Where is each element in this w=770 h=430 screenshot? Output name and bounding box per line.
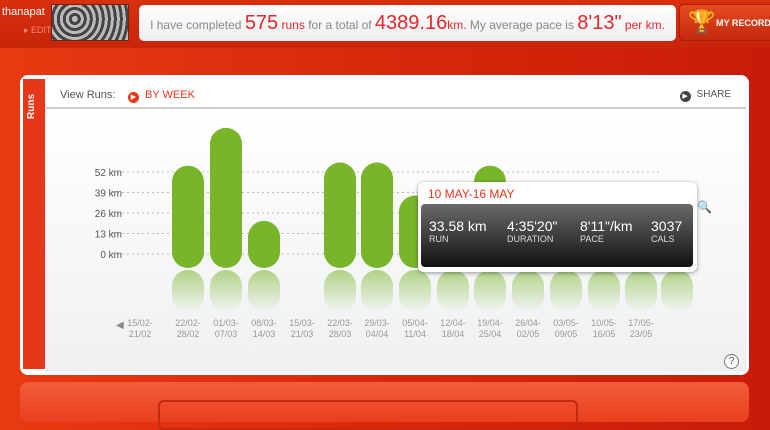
- x-tick-label: 01/03-07/03: [213, 318, 239, 339]
- x-tick-label: 29/03-04/04: [364, 318, 390, 339]
- edit-link[interactable]: ▸ EDIT: [24, 25, 52, 35]
- bar-reflection: [210, 270, 242, 312]
- bar-reflection: [588, 270, 620, 312]
- share-button[interactable]: ▶ SHARE: [679, 89, 731, 102]
- bottom-panel: [20, 382, 749, 430]
- bar-reflection: [550, 270, 582, 312]
- x-tick-label: 05/04-11/04: [402, 318, 428, 339]
- run-label: RUN: [429, 234, 449, 244]
- bar-reflection: [399, 270, 431, 312]
- y-tick-label: 26 km: [95, 209, 122, 220]
- y-tick-label: 0 km: [100, 250, 122, 261]
- bar-reflection: [437, 270, 469, 312]
- stats-text: I have completed: [150, 18, 245, 32]
- stats-summary: I have completed 575 runs for a total of…: [139, 5, 676, 41]
- cals-value: 3037: [651, 218, 683, 234]
- pace-value: 8'11"/km: [580, 218, 633, 234]
- bar: [210, 127, 242, 268]
- x-tick-label: 22/03-28/03: [327, 318, 353, 339]
- x-tick-label: 19/04-25/04: [477, 318, 503, 339]
- avatar[interactable]: [51, 4, 129, 41]
- bar-reflection: [661, 270, 693, 312]
- prev-arrow-icon[interactable]: ◀: [116, 320, 124, 331]
- runs-count: 575: [244, 12, 279, 34]
- average-pace: 8'13": [577, 12, 622, 34]
- total-distance: 4389.16: [374, 12, 448, 34]
- tooltip-title: 10 MAY-16 MAY: [428, 187, 515, 201]
- bar: [361, 162, 393, 268]
- bar-reflection: [512, 270, 544, 312]
- bar-reflection: [172, 270, 204, 312]
- x-tick-label: 26/04-02/05: [515, 318, 541, 339]
- my-records-label[interactable]: MY RECORDS: [716, 18, 770, 28]
- pace-unit: per km.: [621, 18, 665, 32]
- trophy-icon: 🏆: [688, 9, 716, 34]
- edit-label[interactable]: EDIT: [31, 25, 52, 35]
- bar-reflection: [248, 270, 280, 312]
- x-tick-label: 03/05-09/05: [553, 318, 579, 339]
- play-icon: ▶: [679, 91, 691, 102]
- bar: [324, 162, 356, 268]
- stats-text: for a total of: [304, 18, 375, 32]
- bar: [172, 165, 204, 268]
- share-label[interactable]: SHARE: [696, 89, 731, 100]
- my-records-button[interactable]: 🏆MY RECORDS: [679, 4, 770, 41]
- runs-tab[interactable]: Runs: [23, 79, 45, 369]
- play-icon: ▶: [128, 92, 139, 103]
- by-week-button[interactable]: ▶ BY WEEK: [128, 89, 195, 103]
- runs-unit: runs: [278, 18, 305, 32]
- top-bar: thanapat ▸ EDIT I have completed 575 run…: [0, 0, 770, 48]
- bar-reflection: [324, 270, 356, 312]
- help-button[interactable]: ?: [724, 354, 739, 369]
- x-tick-label: 10/05-16/05: [591, 318, 617, 339]
- stats-text: My average pace is: [466, 18, 578, 32]
- tooltip-pace: 8'11"/km PACE: [580, 218, 633, 244]
- y-tick-label: 39 km: [95, 189, 122, 200]
- tooltip-cals: 3037 CALS: [651, 218, 682, 244]
- tooltip-stats: 33.58 km RUN 4:35'20" DURATION 8'11"/km PAC…: [421, 204, 693, 267]
- view-runs-label: View Runs:: [60, 89, 116, 101]
- zoom-icon[interactable]: 🔍: [697, 200, 712, 214]
- duration-value: 4:35'20": [507, 218, 558, 234]
- runs-tab-label[interactable]: Runs: [26, 94, 37, 119]
- x-tick-label: 12/04-18/04: [440, 318, 466, 339]
- duration-label: DURATION: [507, 234, 554, 244]
- pace-label: PACE: [580, 234, 604, 244]
- bar-reflection: [474, 270, 506, 312]
- week-tooltip: 10 MAY-16 MAY 33.58 km RUN 4:35'20" DURATI…: [418, 182, 697, 272]
- username: thanapat: [2, 6, 45, 18]
- tooltip-duration: 4:35'20" DURATION: [507, 218, 557, 244]
- bar-reflection: [625, 270, 657, 312]
- bar-reflection: [361, 270, 393, 312]
- bottom-panel-box: [158, 400, 578, 430]
- y-tick-label: 13 km: [95, 230, 122, 241]
- x-tick-label: 15/02-21/02: [127, 318, 153, 339]
- x-tick-label: 17/05-23/05: [628, 318, 654, 339]
- y-tick-label: 52 km: [95, 168, 122, 179]
- run-value: 33.58 km: [429, 218, 487, 234]
- tooltip-run: 33.58 km RUN: [429, 218, 487, 244]
- cals-label: CALS: [651, 234, 675, 244]
- bar: [248, 220, 280, 268]
- x-tick-label: 22/02-28/02: [175, 318, 201, 339]
- by-week-label[interactable]: BY WEEK: [145, 89, 195, 101]
- distance-unit: km.: [447, 18, 467, 32]
- x-tick-label: 08/03-14/03: [251, 318, 277, 339]
- x-tick-label: 15/03-21/03: [289, 318, 315, 339]
